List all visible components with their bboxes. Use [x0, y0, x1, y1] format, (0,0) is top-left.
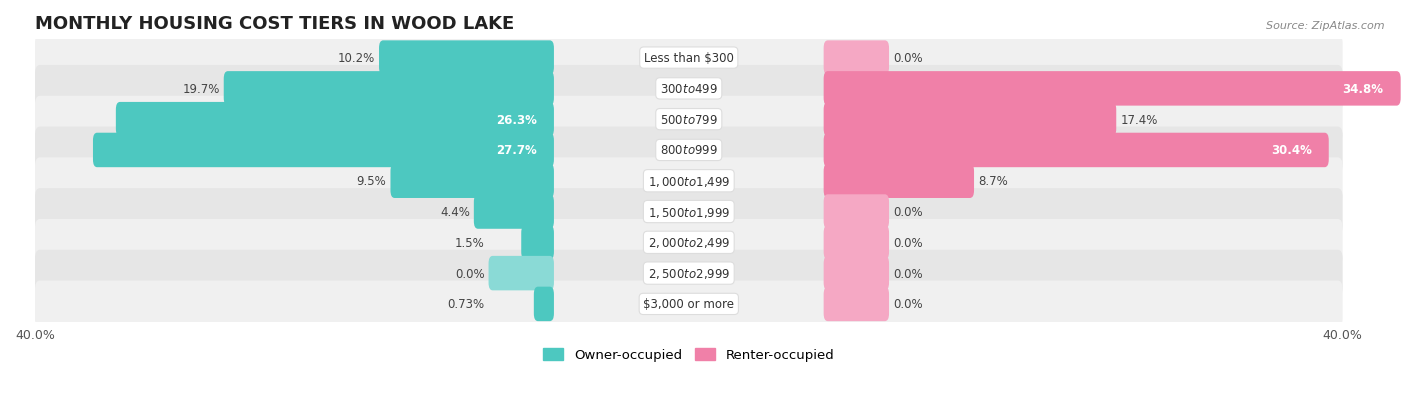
FancyBboxPatch shape: [824, 256, 889, 291]
Text: $300 to $499: $300 to $499: [659, 83, 717, 96]
Text: 34.8%: 34.8%: [1343, 83, 1384, 96]
Text: 1.5%: 1.5%: [454, 236, 485, 249]
Text: 30.4%: 30.4%: [1271, 144, 1312, 157]
FancyBboxPatch shape: [824, 103, 1116, 137]
FancyBboxPatch shape: [534, 287, 554, 321]
Text: $500 to $799: $500 to $799: [659, 114, 717, 126]
FancyBboxPatch shape: [824, 41, 889, 76]
Text: 4.4%: 4.4%: [440, 206, 470, 218]
Text: 27.7%: 27.7%: [496, 144, 537, 157]
Text: 0.73%: 0.73%: [447, 298, 485, 311]
Text: $1,500 to $1,999: $1,500 to $1,999: [648, 205, 730, 219]
FancyBboxPatch shape: [391, 164, 554, 199]
Text: $2,000 to $2,499: $2,000 to $2,499: [648, 236, 730, 250]
FancyBboxPatch shape: [35, 35, 1343, 82]
FancyBboxPatch shape: [35, 127, 1343, 174]
FancyBboxPatch shape: [824, 133, 1329, 168]
Text: 26.3%: 26.3%: [496, 114, 537, 126]
Text: 0.0%: 0.0%: [893, 267, 922, 280]
FancyBboxPatch shape: [93, 133, 554, 168]
Text: $2,500 to $2,999: $2,500 to $2,999: [648, 266, 730, 280]
Text: $3,000 or more: $3,000 or more: [644, 298, 734, 311]
FancyBboxPatch shape: [35, 281, 1343, 328]
Text: 9.5%: 9.5%: [357, 175, 387, 188]
Text: 8.7%: 8.7%: [979, 175, 1008, 188]
Text: 0.0%: 0.0%: [454, 267, 485, 280]
FancyBboxPatch shape: [35, 189, 1343, 235]
FancyBboxPatch shape: [488, 256, 554, 291]
FancyBboxPatch shape: [824, 72, 1400, 107]
Text: 19.7%: 19.7%: [183, 83, 219, 96]
FancyBboxPatch shape: [824, 287, 889, 321]
Text: $800 to $999: $800 to $999: [659, 144, 717, 157]
FancyBboxPatch shape: [380, 41, 554, 76]
FancyBboxPatch shape: [35, 250, 1343, 297]
Text: 0.0%: 0.0%: [893, 298, 922, 311]
FancyBboxPatch shape: [824, 164, 974, 199]
Legend: Owner-occupied, Renter-occupied: Owner-occupied, Renter-occupied: [538, 343, 839, 367]
Text: MONTHLY HOUSING COST TIERS IN WOOD LAKE: MONTHLY HOUSING COST TIERS IN WOOD LAKE: [35, 15, 515, 33]
FancyBboxPatch shape: [35, 66, 1343, 112]
FancyBboxPatch shape: [522, 225, 554, 260]
FancyBboxPatch shape: [224, 72, 554, 107]
Text: 10.2%: 10.2%: [337, 52, 375, 65]
FancyBboxPatch shape: [115, 103, 554, 137]
FancyBboxPatch shape: [824, 225, 889, 260]
Text: Less than $300: Less than $300: [644, 52, 734, 65]
Text: 0.0%: 0.0%: [893, 206, 922, 218]
FancyBboxPatch shape: [35, 219, 1343, 266]
FancyBboxPatch shape: [824, 195, 889, 229]
Text: 0.0%: 0.0%: [893, 236, 922, 249]
Text: $1,000 to $1,499: $1,000 to $1,499: [648, 174, 730, 188]
FancyBboxPatch shape: [474, 195, 554, 229]
FancyBboxPatch shape: [35, 158, 1343, 205]
FancyBboxPatch shape: [35, 97, 1343, 143]
Text: Source: ZipAtlas.com: Source: ZipAtlas.com: [1267, 21, 1385, 31]
Text: 17.4%: 17.4%: [1121, 114, 1157, 126]
Text: 0.0%: 0.0%: [893, 52, 922, 65]
